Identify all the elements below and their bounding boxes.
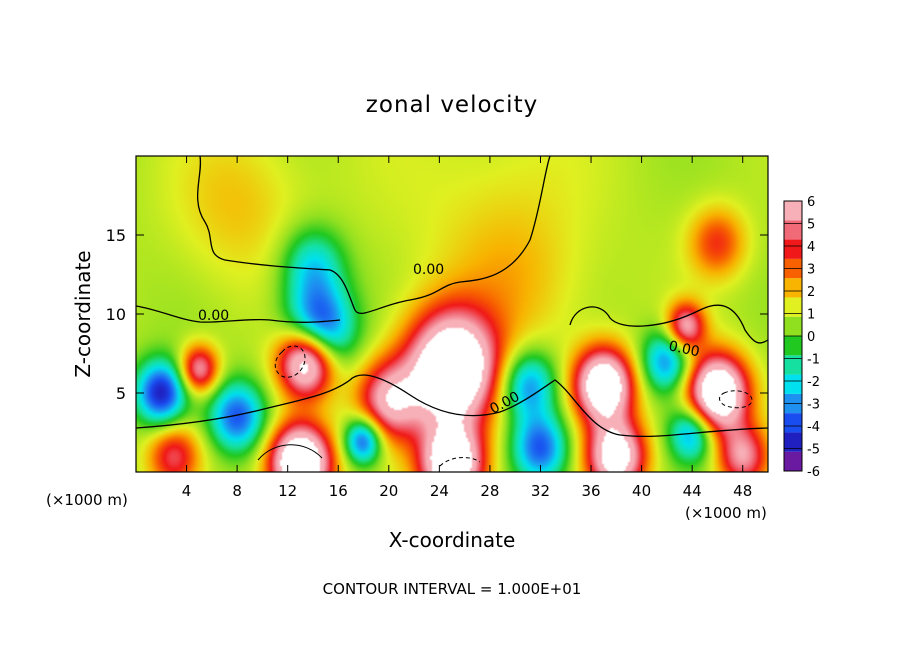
x-tick-label: 8 [232,482,242,500]
colorbar-swatch [784,336,802,356]
y-tick-label: 10 [106,305,126,324]
colorbar-swatch [784,451,802,471]
contour-label: 0.00 [198,308,229,324]
zero-contour-mid [135,305,341,323]
zero-contours [135,155,769,467]
colorbar-tick-label: 0 [807,330,815,345]
contour-dashed-1 [274,345,306,378]
contour-dashed-2 [719,390,753,409]
contour-label: 0.00 [667,338,701,360]
x-tick-label: 24 [430,482,449,500]
colorbar-swatch [784,239,802,259]
contour-label-group: 0.00 0.00 0.00 0.00 [198,262,701,418]
colorbar-tick-label: 6 [807,195,815,210]
colorbar-swatch [784,374,802,394]
colorbar-tick-label: -1 [807,353,820,368]
colorbar-swatch [784,220,802,240]
colorbar-tick-label: 4 [807,240,815,255]
colorbar-swatch [784,316,802,336]
colorbar-tick-label: -4 [807,420,820,435]
contour-interval-footer: CONTOUR INTERVAL = 1.000E+01 [323,580,582,598]
y-axis: 5 10 15 [106,226,768,403]
colorbar-swatch [784,355,802,375]
x-unit-right: (×1000 m) [685,504,767,522]
x-axis-label: X-coordinate [389,528,516,552]
chart-title: zonal velocity [366,92,538,118]
y-tick-label: 15 [106,226,126,245]
x-tick-label: 32 [531,482,550,500]
y-axis-label: Z-coordinate [71,250,95,377]
colorbar: -6 -5 -4 -3 -2 -1 0 1 2 3 4 5 6 [783,195,820,480]
x-unit-left: (×1000 m) [46,491,128,509]
colorbar-swatch [784,432,802,452]
x-tick-label: 48 [733,482,752,500]
velocity-heatmap [136,156,768,472]
colorbar-tick-label: -6 [807,465,820,480]
x-tick-label: 44 [683,482,702,500]
colorbar-swatch [784,297,802,317]
zero-contour-lower [135,374,769,437]
contour-label: 0.00 [413,262,444,278]
x-tick-label: 4 [182,482,192,500]
contour-solid-low [257,444,323,461]
colorbar-tick-label: -3 [807,398,820,413]
contour-dashed-3 [439,457,481,467]
colorbar-tick-label: 1 [807,308,815,323]
colorbar-tick-label: -5 [807,443,820,458]
colorbar-tick-label: -2 [807,375,820,390]
colorbar-tick-label: 2 [807,285,815,300]
x-axis: 4 8 12 16 20 24 28 32 36 40 44 48 [182,156,752,500]
x-tick-label: 28 [480,482,499,500]
colorbar-tick-label: 3 [807,263,815,278]
colorbar-swatch [784,278,802,298]
y-tick-label: 5 [116,384,126,403]
x-tick-label: 12 [278,482,297,500]
zero-contour-upper [197,155,551,314]
plot-area: 0.00 0.00 0.00 0.00 4 8 12 16 20 24 28 32 36 40 44… [106,155,769,500]
zero-contour-right [569,304,769,344]
x-tick-label: 16 [329,482,348,500]
x-tick-label: 40 [632,482,651,500]
colorbar-swatch [784,201,802,221]
colorbar-swatch [784,413,802,433]
colorbar-tick-label: 5 [807,218,815,233]
x-tick-label: 36 [581,482,600,500]
x-tick-label: 20 [379,482,398,500]
